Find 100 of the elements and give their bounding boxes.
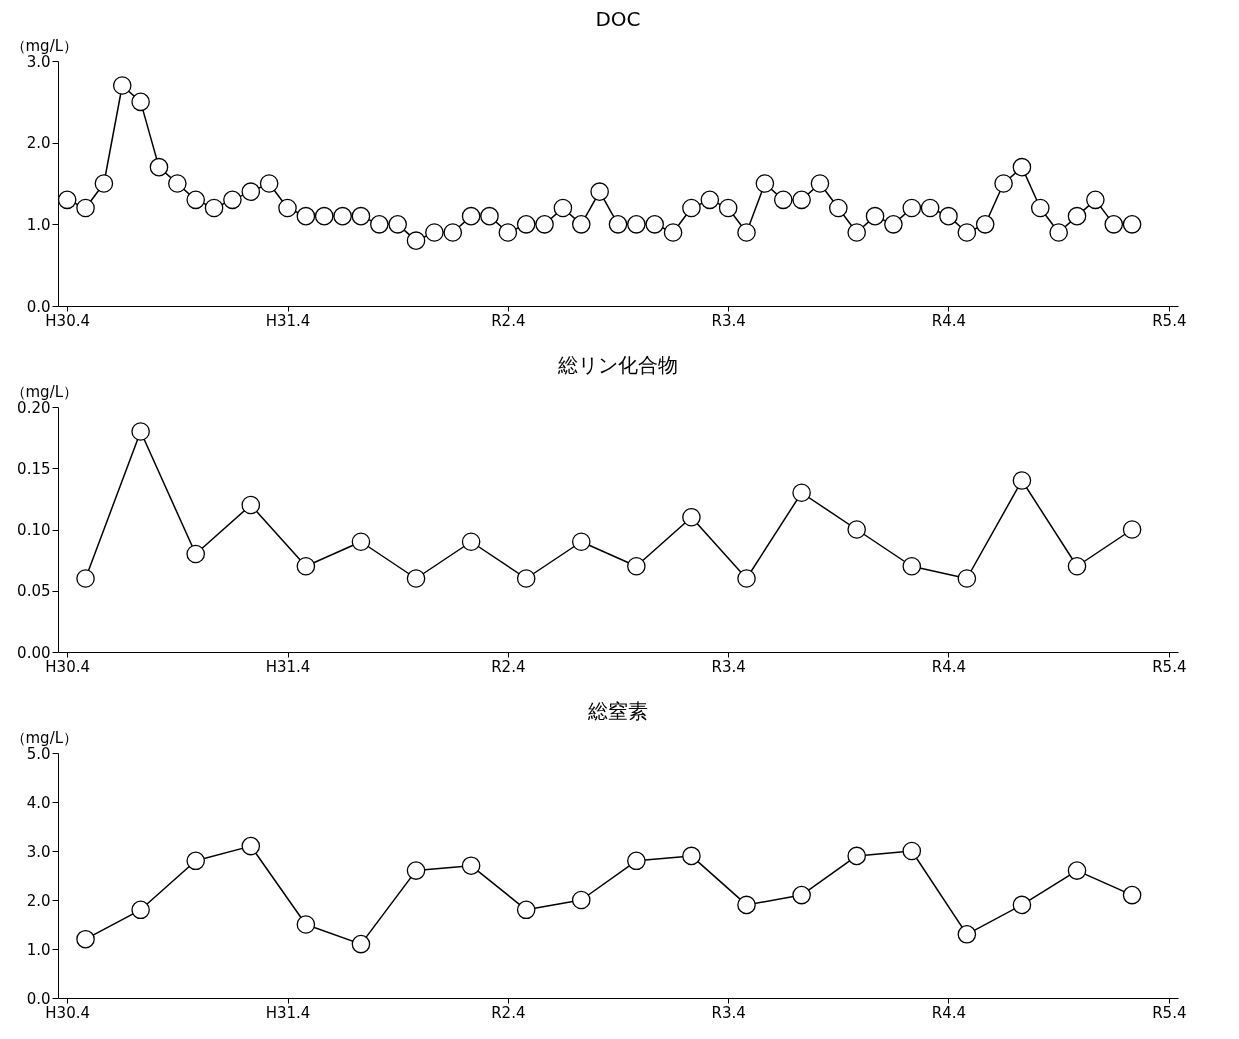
y-tick-label: 2.0 xyxy=(26,134,51,153)
point xyxy=(1067,861,1087,880)
point xyxy=(773,190,793,210)
point xyxy=(627,851,646,871)
point xyxy=(425,223,444,242)
point xyxy=(351,206,371,226)
x-tick-label: R4.4 xyxy=(931,1003,967,1022)
point xyxy=(186,544,206,564)
point xyxy=(535,215,554,234)
point xyxy=(480,206,499,226)
point xyxy=(571,890,591,910)
x-tick-label: R2.4 xyxy=(491,1003,526,1022)
point xyxy=(1122,520,1142,539)
point xyxy=(241,182,261,201)
point xyxy=(737,895,756,915)
x-tick-label: H31.4 xyxy=(265,1003,311,1022)
point xyxy=(792,483,811,503)
point xyxy=(131,900,150,920)
point xyxy=(1067,556,1087,576)
x-tick-label: R5.4 xyxy=(1152,1003,1187,1022)
point xyxy=(112,76,132,95)
point xyxy=(223,190,242,210)
point xyxy=(682,846,701,866)
point xyxy=(810,174,830,193)
y-axis-title: （mg/L） xyxy=(10,382,79,401)
point xyxy=(406,231,426,250)
point xyxy=(553,198,573,218)
point xyxy=(829,198,848,218)
point xyxy=(718,198,738,218)
point xyxy=(1030,198,1050,218)
point xyxy=(516,215,536,234)
point xyxy=(204,198,224,218)
y-axis-title: （mg/L） xyxy=(10,728,79,747)
point xyxy=(296,556,316,576)
point xyxy=(57,190,77,210)
point xyxy=(351,532,371,552)
point xyxy=(1049,223,1068,242)
point xyxy=(1104,215,1124,234)
point xyxy=(314,206,334,226)
x-tick-label: R5.4 xyxy=(1152,311,1187,330)
point xyxy=(755,174,775,193)
point xyxy=(94,174,114,193)
chart-title: DOC xyxy=(595,7,641,31)
point xyxy=(847,846,866,866)
point xyxy=(645,215,665,234)
x-tick-label: R3.4 xyxy=(711,1003,746,1022)
y-tick-label: 0.15 xyxy=(17,459,51,478)
point xyxy=(296,915,316,934)
x-tick-label: R4.4 xyxy=(931,311,967,330)
point xyxy=(406,861,426,880)
point xyxy=(278,198,297,218)
point xyxy=(168,174,187,193)
point xyxy=(498,223,518,242)
point xyxy=(461,206,481,226)
y-tick-label: 1.0 xyxy=(26,940,51,959)
point xyxy=(1012,895,1032,915)
point xyxy=(406,569,426,588)
point xyxy=(884,215,903,234)
point xyxy=(1012,157,1032,177)
point xyxy=(516,900,536,920)
point xyxy=(682,507,701,527)
y-tick-label: 0.10 xyxy=(17,521,51,539)
point xyxy=(792,885,811,905)
x-tick-label: R3.4 xyxy=(711,657,746,676)
point xyxy=(663,223,683,242)
point xyxy=(370,215,389,234)
point xyxy=(994,174,1013,193)
point xyxy=(1122,215,1142,234)
point xyxy=(957,925,977,944)
point xyxy=(241,495,261,515)
point xyxy=(149,157,169,177)
point xyxy=(76,569,95,588)
point xyxy=(957,223,977,242)
point xyxy=(241,836,261,856)
point xyxy=(902,198,922,218)
point xyxy=(627,215,646,234)
point xyxy=(847,223,866,242)
chart-title: 総リン化合物 xyxy=(557,353,678,377)
point xyxy=(571,215,591,234)
point xyxy=(902,556,922,576)
point xyxy=(939,206,958,226)
point xyxy=(700,190,720,210)
point xyxy=(1086,190,1105,210)
x-tick-label: R2.4 xyxy=(491,657,526,676)
point xyxy=(443,223,463,242)
point xyxy=(682,198,701,218)
point xyxy=(737,223,756,242)
point xyxy=(627,556,646,576)
point xyxy=(1012,471,1032,490)
point xyxy=(186,190,206,210)
x-tick-label: H31.4 xyxy=(265,657,311,676)
y-tick-label: 3.0 xyxy=(26,842,51,861)
x-tick-label: H30.4 xyxy=(45,657,91,676)
point xyxy=(737,569,756,588)
y-axis-title: （mg/L） xyxy=(10,36,79,55)
x-tick-label: R5.4 xyxy=(1152,657,1187,676)
x-tick-label: H30.4 xyxy=(45,311,91,330)
point xyxy=(571,532,591,552)
y-tick-label: 2.0 xyxy=(26,891,51,910)
x-tick-label: R4.4 xyxy=(931,657,967,676)
